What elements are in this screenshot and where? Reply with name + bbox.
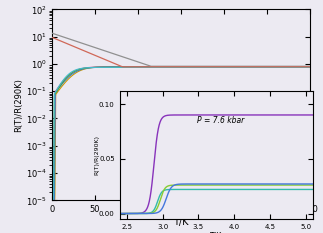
X-axis label: T/K: T/K — [210, 231, 223, 233]
Y-axis label: R(T)/R(290K): R(T)/R(290K) — [94, 135, 99, 175]
X-axis label: T/K: T/K — [173, 217, 189, 227]
Text: P = 7.6 kbar: P = 7.6 kbar — [197, 116, 244, 125]
Y-axis label: R(T)/R(290K): R(T)/R(290K) — [14, 78, 23, 132]
